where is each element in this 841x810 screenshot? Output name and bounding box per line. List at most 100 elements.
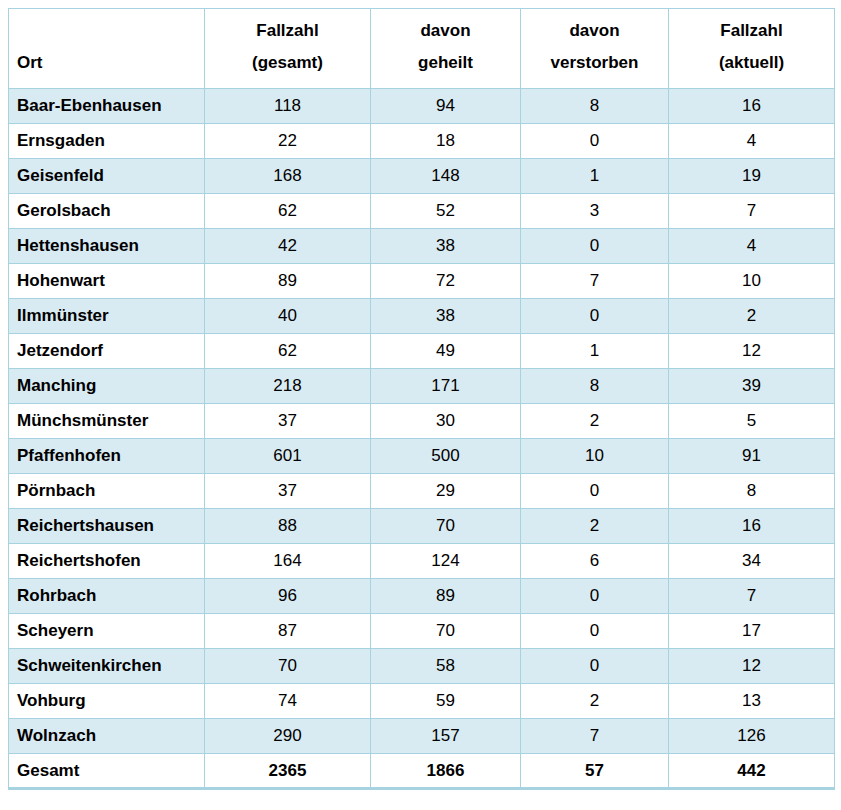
value-cell: 17 <box>669 614 835 649</box>
covid-cases-table: Ort Fallzahl (gesamt) davon geheilt davo… <box>8 8 835 790</box>
value-cell: 96 <box>205 579 371 614</box>
table-row: Ilmmünster403802 <box>9 299 835 334</box>
value-cell: 10 <box>669 264 835 299</box>
value-cell: 0 <box>521 299 669 334</box>
value-cell: 0 <box>521 579 669 614</box>
value-cell: 62 <box>205 194 371 229</box>
value-cell: 5 <box>669 404 835 439</box>
value-cell: 2 <box>521 509 669 544</box>
value-cell: 2 <box>521 404 669 439</box>
value-cell: 8 <box>669 474 835 509</box>
ort-cell: Gerolsbach <box>9 194 205 229</box>
value-cell: 500 <box>371 439 521 474</box>
table-row: Pörnbach372908 <box>9 474 835 509</box>
value-cell: 12 <box>669 334 835 369</box>
value-cell: 4 <box>669 124 835 159</box>
value-cell: 1 <box>521 159 669 194</box>
value-cell: 59 <box>371 684 521 719</box>
value-cell: 7 <box>521 264 669 299</box>
value-cell: 2 <box>521 684 669 719</box>
value-cell: 58 <box>371 649 521 684</box>
table-row: Reichertshofen164124634 <box>9 544 835 579</box>
value-cell: 126 <box>669 719 835 754</box>
table-body: Baar-Ebenhausen11894816Ernsgaden221804Ge… <box>9 89 835 789</box>
ort-cell: Gesamt <box>9 754 205 789</box>
value-cell: 52 <box>371 194 521 229</box>
table-header: Ort Fallzahl (gesamt) davon geheilt davo… <box>9 9 835 89</box>
page: Ort Fallzahl (gesamt) davon geheilt davo… <box>0 0 841 810</box>
value-cell: 2 <box>669 299 835 334</box>
ort-cell: Ilmmünster <box>9 299 205 334</box>
value-cell: 70 <box>371 509 521 544</box>
value-cell: 13 <box>669 684 835 719</box>
table-row: Vohburg7459213 <box>9 684 835 719</box>
ort-cell: Manching <box>9 369 205 404</box>
value-cell: 171 <box>371 369 521 404</box>
ort-cell: Jetzendorf <box>9 334 205 369</box>
value-cell: 18 <box>371 124 521 159</box>
value-cell: 0 <box>521 649 669 684</box>
table-row: Wolnzach2901577126 <box>9 719 835 754</box>
value-cell: 42 <box>205 229 371 264</box>
value-cell: 57 <box>521 754 669 789</box>
value-cell: 74 <box>205 684 371 719</box>
value-cell: 164 <box>205 544 371 579</box>
ort-cell: Ernsgaden <box>9 124 205 159</box>
value-cell: 19 <box>669 159 835 194</box>
value-cell: 16 <box>669 89 835 124</box>
ort-cell: Pfaffenhofen <box>9 439 205 474</box>
value-cell: 34 <box>669 544 835 579</box>
table-row: Münchsmünster373025 <box>9 404 835 439</box>
column-header-davon-geheilt: davon geheilt <box>371 9 521 89</box>
table-row: Baar-Ebenhausen11894816 <box>9 89 835 124</box>
ort-cell: Reichertshofen <box>9 544 205 579</box>
table-row: Reichertshausen8870216 <box>9 509 835 544</box>
value-cell: 87 <box>205 614 371 649</box>
value-cell: 29 <box>371 474 521 509</box>
value-cell: 91 <box>669 439 835 474</box>
value-cell: 8 <box>521 89 669 124</box>
value-cell: 40 <box>205 299 371 334</box>
value-cell: 124 <box>371 544 521 579</box>
value-cell: 38 <box>371 229 521 264</box>
value-cell: 37 <box>205 404 371 439</box>
value-cell: 442 <box>669 754 835 789</box>
value-cell: 94 <box>371 89 521 124</box>
value-cell: 62 <box>205 334 371 369</box>
value-cell: 6 <box>521 544 669 579</box>
value-cell: 22 <box>205 124 371 159</box>
value-cell: 2365 <box>205 754 371 789</box>
ort-cell: Rohrbach <box>9 579 205 614</box>
table-row: Geisenfeld168148119 <box>9 159 835 194</box>
value-cell: 0 <box>521 474 669 509</box>
ort-cell: Scheyern <box>9 614 205 649</box>
column-header-ort: Ort <box>9 9 205 89</box>
value-cell: 88 <box>205 509 371 544</box>
column-header-fallzahl-aktuell: Fallzahl (aktuell) <box>669 9 835 89</box>
column-header-fallzahl-gesamt: Fallzahl (gesamt) <box>205 9 371 89</box>
ort-cell: Vohburg <box>9 684 205 719</box>
value-cell: 12 <box>669 649 835 684</box>
ort-cell: Hohenwart <box>9 264 205 299</box>
value-cell: 7 <box>669 194 835 229</box>
table-row: Gerolsbach625237 <box>9 194 835 229</box>
value-cell: 70 <box>371 614 521 649</box>
table-row: Manching218171839 <box>9 369 835 404</box>
value-cell: 70 <box>205 649 371 684</box>
ort-cell: Hettenshausen <box>9 229 205 264</box>
table-row: Pfaffenhofen6015001091 <box>9 439 835 474</box>
value-cell: 157 <box>371 719 521 754</box>
value-cell: 1 <box>521 334 669 369</box>
ort-cell: Baar-Ebenhausen <box>9 89 205 124</box>
table-row: Schweitenkirchen7058012 <box>9 649 835 684</box>
ort-cell: Wolnzach <box>9 719 205 754</box>
header-row: Ort Fallzahl (gesamt) davon geheilt davo… <box>9 9 835 89</box>
value-cell: 38 <box>371 299 521 334</box>
ort-cell: Schweitenkirchen <box>9 649 205 684</box>
value-cell: 0 <box>521 124 669 159</box>
table-row: Jetzendorf6249112 <box>9 334 835 369</box>
value-cell: 10 <box>521 439 669 474</box>
value-cell: 7 <box>669 579 835 614</box>
ort-cell: Geisenfeld <box>9 159 205 194</box>
value-cell: 0 <box>521 614 669 649</box>
